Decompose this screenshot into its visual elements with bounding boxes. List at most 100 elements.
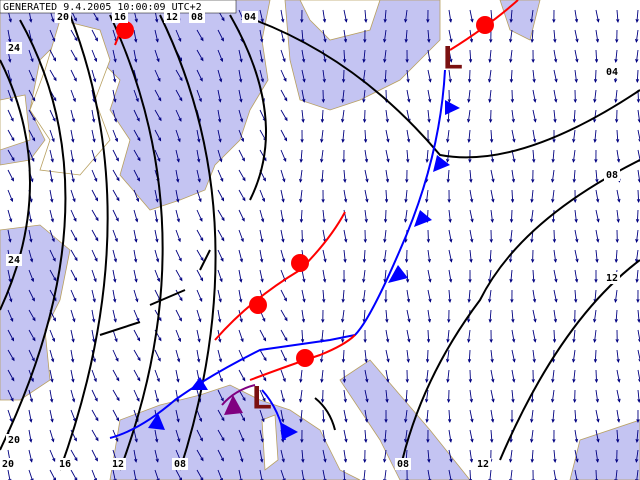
arrow-head (406, 298, 411, 303)
wind-arrow (49, 409, 54, 423)
arrow-head (155, 438, 159, 443)
wind-arrow (341, 309, 345, 323)
arrow-head (509, 278, 513, 283)
arrow-shaft (238, 449, 243, 462)
arrow-head (320, 358, 324, 363)
wind-arrow (573, 309, 577, 324)
isoline (254, 19, 640, 159)
arrow-shaft (196, 169, 201, 182)
arrow-head (51, 238, 55, 243)
arrow-head (220, 457, 224, 462)
wind-arrow (342, 269, 346, 284)
arrow-head (386, 138, 390, 143)
arrow-shaft (49, 449, 56, 462)
arrow-shaft (574, 209, 577, 222)
wind-arrow (259, 69, 264, 83)
arrow-shaft (49, 289, 57, 301)
wind-arrow (154, 89, 162, 102)
arrow-shaft (300, 369, 303, 382)
arrow-shaft (553, 249, 557, 262)
arrow-shaft (217, 89, 221, 102)
arrow-head (72, 198, 76, 203)
wind-arrow (427, 289, 432, 303)
arrow-head (469, 258, 473, 263)
arrow-head (448, 78, 452, 83)
wind-arrow (405, 169, 409, 184)
arrow-head (52, 477, 57, 480)
arrow-head (467, 118, 471, 123)
wind-arrow (217, 69, 223, 83)
arrow-head (10, 397, 14, 402)
wind-arrow (467, 349, 472, 364)
arrow-head (299, 158, 303, 164)
arrow-head (509, 219, 514, 224)
wind-arrow (383, 429, 387, 444)
arrow-shaft (530, 209, 534, 222)
arrow-head (552, 19, 556, 24)
arrow-shaft (637, 109, 640, 122)
arrow-shaft (427, 269, 431, 282)
arrow-shaft (616, 129, 619, 143)
arrow-head (635, 38, 639, 43)
arrow-head (283, 137, 288, 142)
arrow-head (29, 438, 33, 443)
arrow-head (509, 79, 514, 84)
wind-arrow (490, 389, 495, 403)
wind-arrow (280, 369, 286, 383)
arrow-shaft (133, 29, 137, 42)
arrow-shaft (91, 269, 97, 282)
arrow-shaft (405, 189, 408, 202)
arrow-head (488, 259, 493, 264)
arrow-shaft (364, 369, 368, 382)
wind-arrow (91, 149, 97, 163)
arrow-head (343, 458, 348, 463)
arrow-shaft (574, 9, 578, 22)
wind-arrow (341, 289, 345, 304)
wind-arrow (154, 249, 160, 263)
arrow-shaft (175, 89, 183, 101)
arrow-head (50, 218, 54, 223)
arrow-shaft (448, 409, 451, 423)
arrow-shaft (469, 389, 473, 402)
arrow-shaft (133, 269, 137, 282)
arrow-shaft (154, 129, 162, 141)
wind-arrow (280, 169, 286, 183)
arrow-shaft (572, 349, 576, 362)
arrow-head (530, 238, 534, 243)
arrow-head (299, 398, 303, 403)
wind-arrow (404, 189, 408, 203)
wind-arrow (91, 269, 97, 283)
arrow-shaft (616, 429, 619, 442)
arrow-head (406, 78, 410, 83)
wind-arrow (427, 269, 432, 283)
arrow-head (94, 37, 98, 42)
arrow-head (446, 138, 450, 143)
arrow-shaft (259, 269, 263, 282)
arrow-head (73, 437, 77, 442)
wind-arrow (154, 149, 161, 163)
arrow-shaft (384, 269, 387, 282)
arrow-shaft (70, 169, 75, 182)
arrow-head (92, 78, 97, 83)
arrow-head (489, 339, 493, 344)
arrow-shaft (553, 29, 556, 42)
wind-arrow (509, 69, 514, 84)
arrow-shaft (322, 409, 325, 423)
isoline-label-box (57, 458, 73, 470)
wind-arrow (572, 329, 576, 343)
wind-arrow (490, 429, 494, 444)
wind-arrow (133, 269, 138, 283)
arrow-shaft (112, 269, 116, 282)
isoline (0, 59, 31, 311)
wind-arrow (427, 249, 431, 263)
arrow-head (616, 439, 620, 444)
arrow-shaft (322, 29, 326, 42)
arrow-shaft (70, 49, 78, 61)
wind-arrow (488, 309, 492, 324)
arrow-shaft (343, 9, 347, 22)
arrow-shaft (322, 9, 326, 22)
wind-arrow (448, 249, 453, 263)
wind-arrow (511, 169, 516, 183)
arrow-head (299, 378, 303, 383)
wind-arrow (553, 89, 558, 103)
